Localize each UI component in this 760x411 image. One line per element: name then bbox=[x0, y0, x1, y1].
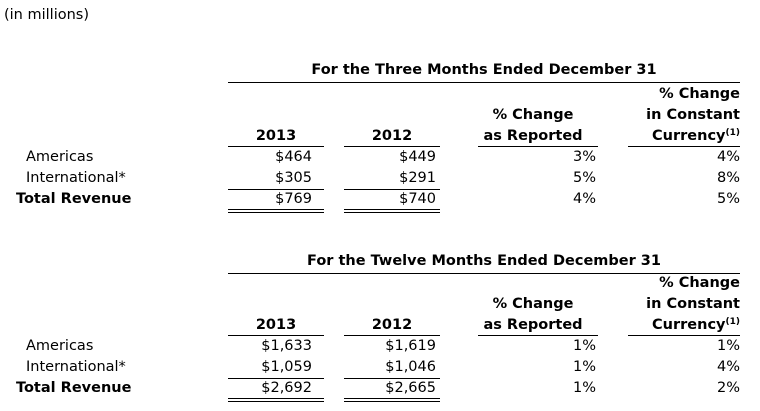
cell-reported: 5% bbox=[572, 170, 596, 186]
total-double-rule-2012 bbox=[344, 398, 440, 402]
three-months-table: For the Three Months Ended December 31 %… bbox=[0, 0, 760, 213]
header-rule-2012 bbox=[344, 335, 440, 336]
cell-2012: $740 bbox=[399, 191, 436, 207]
header-reported-line2: as Reported bbox=[483, 317, 583, 333]
header-year-2013: 2013 bbox=[255, 128, 297, 144]
cell-constant: 2% bbox=[716, 380, 740, 396]
header-constant-line1: % Change bbox=[659, 86, 740, 102]
header-rule-2012 bbox=[344, 146, 440, 147]
title-rule bbox=[228, 273, 740, 274]
header-rule-constant bbox=[628, 335, 740, 336]
cell-2012: $2,665 bbox=[385, 380, 436, 396]
cell-reported: 1% bbox=[572, 380, 596, 396]
header-constant-line2: in Constant bbox=[646, 296, 740, 312]
subtotal-rule-2013 bbox=[228, 189, 324, 190]
cell-reported: 1% bbox=[572, 338, 596, 354]
total-double-rule-2013 bbox=[228, 398, 324, 402]
cell-reported: 1% bbox=[572, 359, 596, 375]
header-rule-2013 bbox=[228, 146, 324, 147]
header-rule-2013 bbox=[228, 335, 324, 336]
subtotal-rule-2013 bbox=[228, 378, 324, 379]
cell-constant: 5% bbox=[716, 191, 740, 207]
cell-2013: $464 bbox=[275, 149, 312, 165]
row-label-international: International* bbox=[26, 359, 126, 375]
cell-reported: 3% bbox=[572, 149, 596, 165]
footnote-marker: (1) bbox=[725, 317, 741, 327]
title-rule bbox=[228, 82, 740, 83]
header-constant-currency: Currency bbox=[652, 128, 726, 144]
header-constant-line3: Currency(1) bbox=[620, 317, 740, 333]
subtotal-rule-2012 bbox=[344, 189, 440, 190]
cell-2013: $1,633 bbox=[261, 338, 312, 354]
header-constant-line3: Currency(1) bbox=[620, 128, 740, 144]
twelve-months-table: For the Twelve Months Ended December 31 … bbox=[0, 191, 760, 402]
cell-constant: 4% bbox=[716, 359, 740, 375]
header-reported-line1: % Change bbox=[492, 296, 574, 312]
cell-2012: $1,619 bbox=[385, 338, 436, 354]
table-title: For the Three Months Ended December 31 bbox=[311, 62, 657, 78]
row-label-americas: Americas bbox=[26, 338, 94, 354]
cell-2012: $291 bbox=[399, 170, 436, 186]
subtotal-rule-2012 bbox=[344, 378, 440, 379]
cell-2013: $305 bbox=[275, 170, 312, 186]
header-year-2012: 2012 bbox=[371, 317, 413, 333]
footnote-marker: (1) bbox=[725, 128, 741, 138]
header-constant-line2: in Constant bbox=[646, 107, 740, 123]
total-double-rule-2012 bbox=[344, 209, 440, 213]
header-constant-line1: % Change bbox=[659, 275, 740, 291]
header-rule-constant bbox=[628, 146, 740, 147]
header-year-2013: 2013 bbox=[255, 317, 297, 333]
header-constant-currency: Currency bbox=[652, 317, 726, 333]
row-label-total: Total Revenue bbox=[16, 191, 132, 207]
header-reported-line1: % Change bbox=[492, 107, 574, 123]
header-rule-reported bbox=[478, 335, 598, 336]
total-double-rule-2013 bbox=[228, 209, 324, 213]
table-title: For the Twelve Months Ended December 31 bbox=[307, 253, 661, 269]
cell-2013: $2,692 bbox=[261, 380, 312, 396]
header-reported-line2: as Reported bbox=[483, 128, 583, 144]
header-year-2012: 2012 bbox=[371, 128, 413, 144]
cell-constant: 1% bbox=[716, 338, 740, 354]
row-label-americas: Americas bbox=[26, 149, 94, 165]
units-note: (in millions) bbox=[4, 7, 89, 23]
cell-2013: $1,059 bbox=[261, 359, 312, 375]
cell-2012: $449 bbox=[399, 149, 436, 165]
cell-2012: $1,046 bbox=[385, 359, 436, 375]
cell-constant: 8% bbox=[716, 170, 740, 186]
cell-2013: $769 bbox=[275, 191, 312, 207]
cell-reported: 4% bbox=[572, 191, 596, 207]
header-rule-reported bbox=[478, 146, 598, 147]
row-label-international: International* bbox=[26, 170, 126, 186]
row-label-total: Total Revenue bbox=[16, 380, 132, 396]
cell-constant: 4% bbox=[716, 149, 740, 165]
